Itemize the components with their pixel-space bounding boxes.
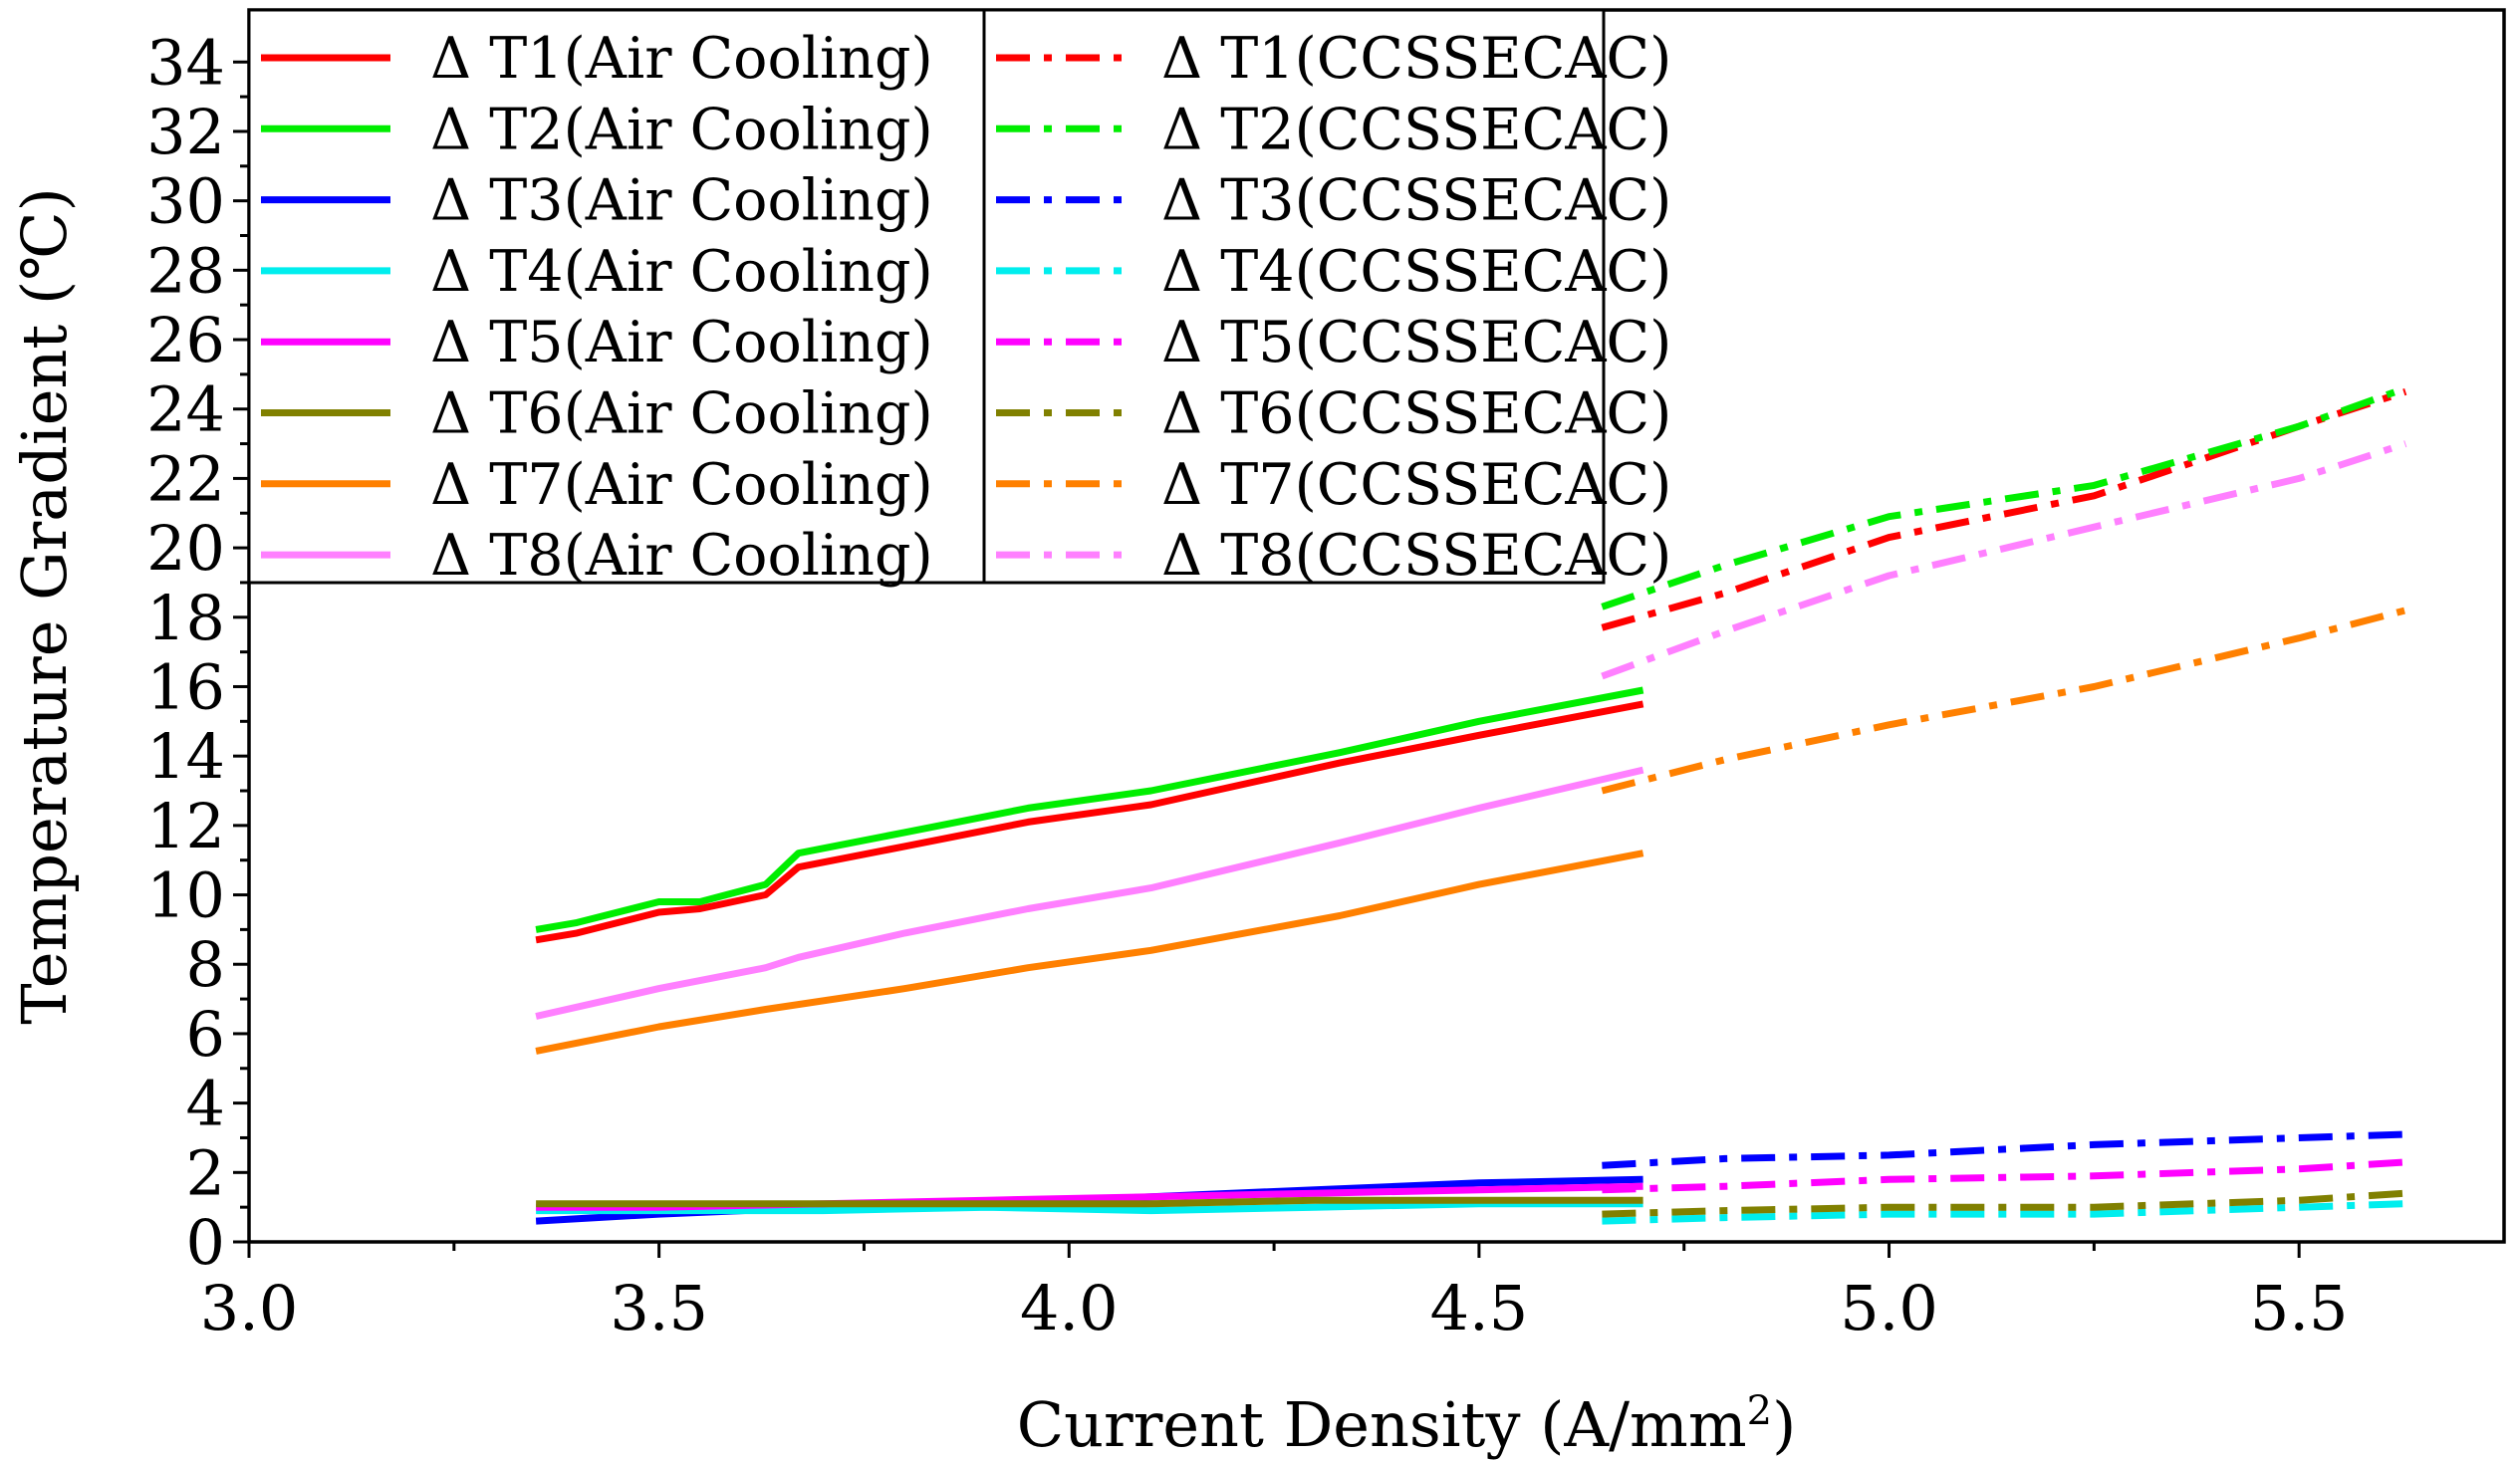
y-tick-label: 0 (186, 1206, 225, 1279)
x-axis-title-superscript: 2 (1747, 1388, 1772, 1434)
series-line-t4-air-cooling (536, 1200, 1643, 1215)
legend-label-t3-air-cooling: Δ T3(Air Cooling) (430, 168, 933, 234)
legend-label-t5-air-cooling: Δ T5(Air Cooling) (430, 310, 933, 375)
y-tick-label: 6 (186, 998, 225, 1071)
legend-label-t2-air-cooling: Δ T2(Air Cooling) (430, 97, 933, 162)
y-tick-label: 26 (146, 304, 225, 376)
legend-label-t4-ccssecac: Δ T4(CCSSECAC) (1161, 239, 1671, 305)
legend: Δ T1(Air Cooling)Δ T2(Air Cooling)Δ T3(A… (247, 8, 1671, 589)
legend-label-t1-ccssecac: Δ T1(CCSSECAC) (1161, 26, 1671, 92)
legend-label-t3-ccssecac: Δ T3(CCSSECAC) (1161, 168, 1671, 234)
x-axis-title-text: Current Density (A/mm (1017, 1388, 1747, 1460)
y-tick-label: 32 (146, 96, 225, 168)
y-tick-label: 24 (146, 373, 225, 446)
x-tick-label: 4.5 (1430, 1272, 1529, 1344)
series-layer (535, 384, 2407, 1225)
series-line-t1-ccssecac (1601, 387, 2407, 631)
y-tick-label: 16 (146, 650, 225, 723)
series-line-t6-air-cooling (536, 1196, 1643, 1208)
y-tick-label: 30 (146, 165, 225, 238)
x-tick-label: 3.5 (610, 1272, 708, 1344)
y-tick-label: 14 (146, 720, 225, 793)
y-tick-label: 8 (186, 928, 225, 1001)
legend-label-t1-air-cooling: Δ T1(Air Cooling) (430, 26, 933, 92)
x-axis-title: Current Density (A/mm2) (1017, 1388, 1797, 1460)
legend-box (247, 8, 1606, 585)
x-axis-title-close: ) (1772, 1388, 1796, 1460)
legend-label-t2-ccssecac: Δ T2(CCSSECAC) (1161, 97, 1671, 162)
series-line-t6-ccssecac (1602, 1189, 2406, 1218)
x-axis: 3.0 3.5 4.0 4.5 5.0 5.5 (200, 1242, 2349, 1344)
y-tick-label: 2 (186, 1136, 225, 1209)
series-line-t5-ccssecac (1602, 1158, 2406, 1194)
legend-label-t4-air-cooling: Δ T4(Air Cooling) (430, 239, 933, 305)
legend-label-t5-ccssecac: Δ T5(CCSSECAC) (1161, 310, 1671, 375)
y-tick-label: 34 (146, 26, 225, 99)
series-line-t4-ccssecac (1602, 1200, 2406, 1225)
series-line-t3-ccssecac (1602, 1130, 2406, 1169)
y-tick-label: 18 (146, 582, 225, 654)
legend-label-t7-air-cooling: Δ T7(Air Cooling) (430, 452, 933, 518)
y-tick-label: 28 (146, 234, 225, 307)
y-tick-label: 12 (146, 790, 225, 862)
series-line-t1-air-cooling (535, 700, 1644, 944)
x-tick-label: 5.5 (2250, 1272, 2349, 1344)
y-tick-label: 22 (146, 442, 225, 515)
y-tick-label: 20 (146, 512, 225, 585)
x-tick-label: 3.0 (200, 1272, 299, 1344)
legend-label-t8-ccssecac: Δ T8(CCSSECAC) (1161, 523, 1671, 589)
y-tick-label: 10 (146, 859, 225, 932)
series-line-t8-air-cooling (535, 766, 1644, 1020)
y-tick-label: 4 (186, 1068, 225, 1140)
legend-label-t6-air-cooling: Δ T6(Air Cooling) (430, 381, 933, 447)
x-tick-label: 4.0 (1020, 1272, 1119, 1344)
legend-label-t7-ccssecac: Δ T7(CCSSECAC) (1161, 452, 1671, 518)
legend-label-t8-air-cooling: Δ T8(Air Cooling) (430, 523, 933, 589)
legend-label-t6-ccssecac: Δ T6(CCSSECAC) (1161, 381, 1671, 447)
series-line-t7-ccssecac (1601, 607, 2407, 795)
series-line-t7-air-cooling (535, 850, 1644, 1055)
y-axis-title: Temperature Gradient (℃) (8, 187, 81, 1025)
x-tick-label: 5.0 (1840, 1272, 1938, 1344)
series-line-t2-air-cooling (535, 686, 1644, 933)
